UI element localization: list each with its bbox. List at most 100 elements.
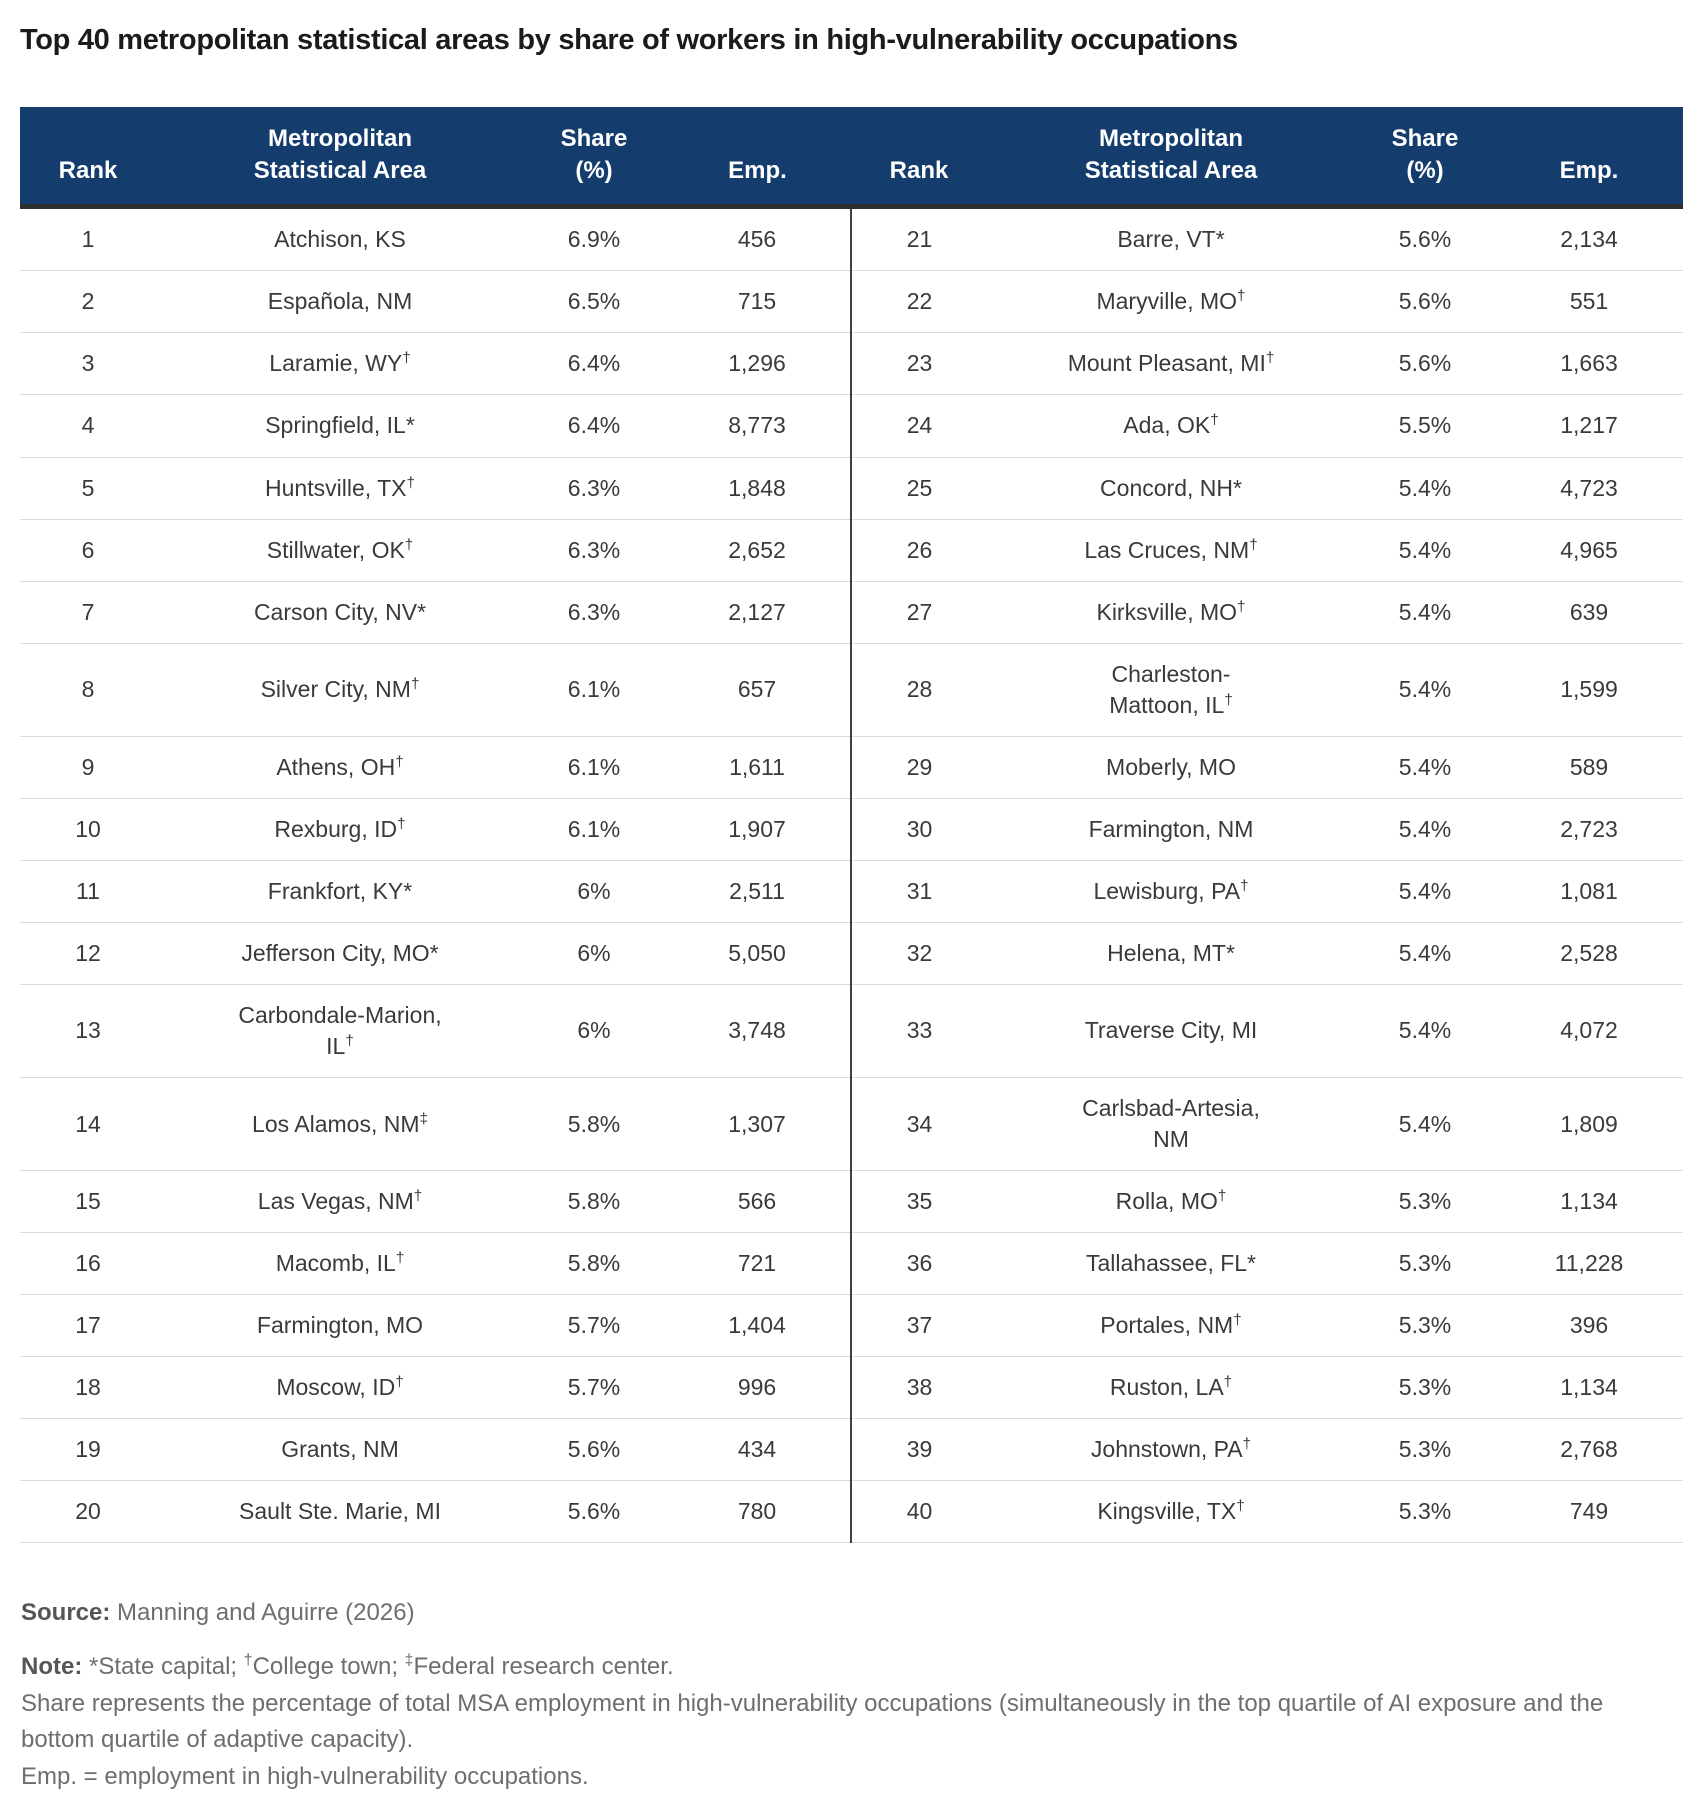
table-row: 9 Athens, OH† 6.1% 1,611 29 Moberly, MO 5.4% 58…: [20, 736, 1683, 799]
footnote-marker: †: [397, 815, 406, 833]
msa-cell: Huntsville, TX†: [156, 457, 524, 520]
share-cell: 5.4%: [1355, 922, 1495, 985]
rank-cell: 33: [850, 984, 987, 1079]
msa-table: Rank Metropolitan Statistical Area Share…: [20, 107, 1683, 1544]
emp-cell: 1,907: [664, 798, 851, 861]
emp-cell: 1,296: [664, 332, 851, 396]
rank-cell: 3: [20, 332, 156, 396]
emp-cell: 1,307: [664, 1077, 851, 1172]
share-cell: 6%: [524, 922, 664, 985]
emp-cell: 1,809: [1495, 1077, 1683, 1172]
emp-cell: 434: [664, 1418, 851, 1482]
rank-cell: 10: [20, 798, 156, 861]
table-row: 8 Silver City, NM† 6.1% 657 28 Charleston- Ma…: [20, 643, 1683, 737]
msa-cell: Charleston- Mattoon, IL†: [987, 643, 1355, 737]
msa-cell: Carbondale-Marion, IL†: [156, 984, 524, 1079]
share-cell: 6.3%: [524, 457, 664, 520]
footnote-marker: †: [402, 349, 411, 367]
footnote-marker: †: [406, 473, 415, 491]
emp-cell: 721: [664, 1232, 851, 1296]
table-row: 18 Moscow, ID† 5.7% 996 38 Ruston, LA† 5.3% 1,1…: [20, 1356, 1683, 1420]
share-cell: 6.9%: [524, 206, 664, 272]
msa-cell: Mount Pleasant, MI†: [987, 332, 1355, 396]
share-cell: 6.4%: [524, 332, 664, 396]
rank-cell: 2: [20, 270, 156, 334]
msa-cell: Helena, MT*: [987, 922, 1355, 985]
share-cell: 6.1%: [524, 798, 664, 861]
emp-cell: 2,768: [1495, 1418, 1683, 1482]
share-cell: 5.6%: [1355, 270, 1495, 334]
msa-cell: Jefferson City, MO*: [156, 922, 524, 985]
footnote-marker: †: [395, 753, 404, 771]
msa-cell: Barre, VT*: [987, 206, 1355, 272]
rank-cell: 24: [850, 394, 987, 458]
footnote-marker: †: [1217, 1187, 1227, 1205]
note-text-segment: *State capital;: [89, 1653, 244, 1681]
rank-cell: 31: [850, 860, 987, 923]
share-cell: 5.4%: [1355, 798, 1495, 861]
share-cell: 5.3%: [1355, 1232, 1495, 1296]
table-row: 15 Las Vegas, NM† 5.8% 566 35 Rolla, MO† 5.3% 1…: [20, 1170, 1683, 1234]
emp-cell: 1,217: [1495, 394, 1683, 458]
rank-cell: 5: [20, 457, 156, 520]
emp-cell: 2,652: [664, 519, 851, 582]
msa-cell: Springfield, IL*: [156, 394, 524, 458]
emp-cell: 996: [664, 1356, 851, 1420]
emp-cell: 5,050: [664, 922, 851, 985]
msa-cell: Moscow, ID†: [156, 1356, 524, 1420]
header-row: Rank Metropolitan Statistical Area Share…: [20, 107, 1683, 210]
share-cell: 5.3%: [1355, 1356, 1495, 1420]
rank-cell: 19: [20, 1418, 156, 1482]
rank-cell: 6: [20, 519, 156, 582]
msa-cell: Atchison, KS: [156, 206, 524, 272]
share-cell: 6.3%: [524, 581, 664, 644]
emp-cell: 456: [664, 206, 851, 272]
table-row: 13 Carbondale-Marion, IL† 6% 3,748 33 Travers…: [20, 984, 1683, 1079]
share-cell: 5.5%: [1355, 394, 1495, 458]
emp-cell: 4,723: [1495, 457, 1683, 520]
emp-cell: 396: [1495, 1294, 1683, 1358]
msa-cell: Las Vegas, NM†: [156, 1170, 524, 1234]
emp-cell: 715: [664, 270, 851, 334]
footnote-marker: ‡: [404, 1652, 414, 1670]
header-msa-right: Metropolitan Statistical Area: [987, 107, 1355, 210]
header-rank-left: Rank: [20, 107, 156, 210]
table-row: 4 Springfield, IL* 6.4% 8,773 24 Ada, OK† 5.5%…: [20, 394, 1683, 458]
rank-cell: 39: [850, 1418, 987, 1482]
rank-cell: 35: [850, 1170, 987, 1234]
share-cell: 5.4%: [1355, 457, 1495, 520]
msa-cell: Kingsville, TX†: [987, 1480, 1355, 1544]
share-cell: 5.7%: [524, 1294, 664, 1358]
emp-cell: 2,528: [1495, 922, 1683, 985]
rank-cell: 34: [850, 1077, 987, 1172]
table-row: 3 Laramie, WY† 6.4% 1,296 23 Mount Pleasant, …: [20, 332, 1683, 396]
rank-cell: 32: [850, 922, 987, 985]
share-cell: 6.5%: [524, 270, 664, 334]
note-text-segment: College town;: [252, 1653, 405, 1681]
rank-cell: 38: [850, 1356, 987, 1420]
footnote-marker: †: [395, 1373, 404, 1391]
rank-cell: 37: [850, 1294, 987, 1358]
footnote-marker: †: [395, 1249, 405, 1267]
footnote-marker: †: [1233, 1311, 1242, 1329]
emp-cell: 780: [664, 1480, 851, 1544]
msa-cell: Traverse City, MI: [987, 984, 1355, 1079]
msa-cell: Johnstown, PA†: [987, 1418, 1355, 1482]
share-cell: 5.4%: [1355, 984, 1495, 1079]
share-cell: 5.6%: [524, 1480, 664, 1544]
header-emp-right: Emp.: [1495, 107, 1683, 210]
emp-cell: 1,663: [1495, 332, 1683, 396]
emp-cell: 2,127: [664, 581, 851, 644]
msa-cell: Tallahassee, FL*: [987, 1232, 1355, 1296]
msa-cell: Las Cruces, NM†: [987, 519, 1355, 582]
table-row: 5 Huntsville, TX† 6.3% 1,848 25 Concord, NH* 5…: [20, 457, 1683, 520]
rank-cell: 25: [850, 457, 987, 520]
rank-cell: 14: [20, 1077, 156, 1172]
emp-cell: 566: [664, 1170, 851, 1234]
source-text: Manning and Aguirre (2026): [117, 1599, 415, 1627]
emp-cell: 1,848: [664, 457, 851, 520]
rank-cell: 29: [850, 736, 987, 799]
table-row: 12 Jefferson City, MO* 6% 5,050 32 Helena, MT…: [20, 922, 1683, 985]
rank-cell: 11: [20, 860, 156, 923]
